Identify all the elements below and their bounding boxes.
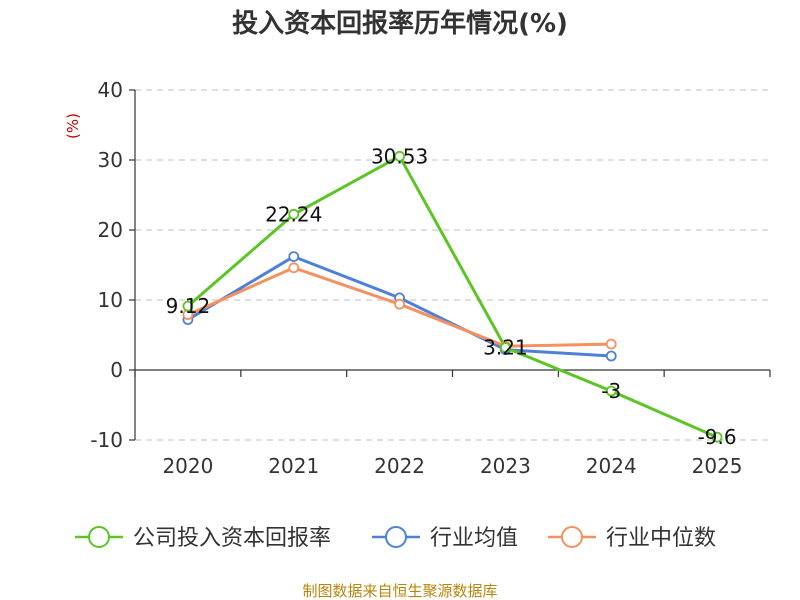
x-tick-label: 2021 [268,454,319,478]
y-tick-label: 10 [98,288,123,312]
source-note: 制图数据来自恒生聚源数据库 [302,582,497,600]
data-point [288,251,300,263]
data-label: 9.12 [166,294,211,318]
axes [129,89,771,441]
legend-marker [385,526,407,548]
y-tick-label: 30 [98,148,123,172]
legend-label: 公司投入资本回报率 [133,526,331,551]
legend-marker [88,526,110,548]
data-label: 30.53 [371,144,428,168]
data-point [711,431,723,443]
x-tick-labels: 2020 2021 2022 2023 2024 2025 [162,454,742,478]
chart-title: 投入资本回报率历年情况(%) [232,8,568,39]
data-point [394,150,405,162]
data-point [288,262,300,274]
series-points [182,150,723,443]
series-lines [186,154,718,439]
legend-label: 行业均值 [430,526,518,551]
data-point [500,342,511,353]
data-point [605,385,617,397]
legend-label: 行业中位数 [606,526,716,551]
data-point [182,300,194,312]
x-tick-label: 2024 [586,454,637,478]
data-label: -9.6 [698,425,737,449]
data-point [605,350,617,362]
x-tick-label: 2022 [374,454,425,478]
x-tick-label: 2020 [162,454,213,478]
y-tick-label: 20 [98,218,123,242]
data-label: 3.21 [483,336,528,360]
data-point [288,208,300,220]
x-tick-label: 2023 [480,454,531,478]
data-label: 22.24 [265,202,322,226]
y-tick-labels: -10 0 10 20 30 40 [90,78,123,452]
gridlines [135,89,770,441]
legend: 公司投入资本回报率 行业均值 行业中位数 [75,526,716,551]
data-label: -3 [601,379,621,403]
x-tick-label: 2025 [692,454,743,478]
y-axis-unit: (%) [64,113,82,139]
data-point [605,338,617,350]
y-tick-label: 40 [98,78,123,102]
legend-marker [561,526,583,548]
series-line-0 [186,154,718,439]
y-tick-label: -10 [90,428,123,452]
data-point [394,298,405,310]
y-tick-label: 0 [110,358,123,382]
data-labels: 9.12 22.24 30.53 3.21 -3 -9.6 [166,144,737,449]
